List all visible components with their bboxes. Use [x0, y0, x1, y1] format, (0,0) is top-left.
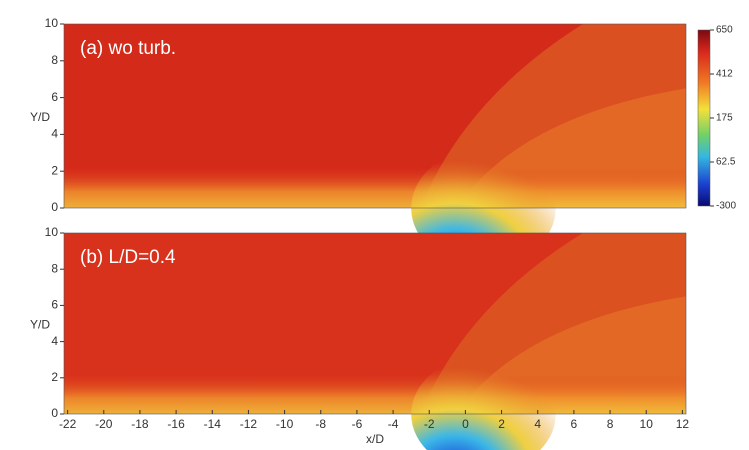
- x-tick-label: -22: [59, 417, 77, 431]
- colorbar-tick-label: -300: [716, 201, 736, 212]
- y-tick-label: 4: [51, 334, 58, 348]
- x-tick-label: 0: [462, 417, 469, 431]
- x-tick-label: -12: [240, 417, 258, 431]
- panel-annotation: (b) L/D=0.4: [80, 247, 176, 268]
- x-tick-label: -16: [167, 417, 185, 431]
- x-tick-label: 12: [676, 417, 690, 431]
- x-tick-label: -2: [424, 417, 435, 431]
- x-tick-label: -14: [204, 417, 222, 431]
- colorbar-tick-label: 175: [716, 113, 733, 124]
- colorbar-tick-label: 412: [716, 69, 733, 80]
- plot-frame: [63, 232, 687, 415]
- x-tick-label: 4: [534, 417, 541, 431]
- colorbar: [697, 29, 711, 207]
- y-tick-label: 0: [51, 406, 58, 420]
- colorbar-tick-label: 62.5: [716, 157, 736, 168]
- boundary-layer: [64, 167, 686, 208]
- y-tick-label: 4: [51, 127, 58, 141]
- y-tick-label: 10: [45, 16, 59, 30]
- y-tick-label: 2: [51, 163, 58, 177]
- x-tick-label: 8: [607, 417, 614, 431]
- x-tick-label: -20: [95, 417, 113, 431]
- x-tick-label: 2: [498, 417, 505, 431]
- y-axis-label: Y/D: [30, 110, 50, 124]
- y-tick-label: 6: [51, 298, 58, 312]
- x-tick-label: -10: [276, 417, 294, 431]
- y-tick-label: 8: [51, 261, 58, 275]
- x-tick-label: -4: [388, 417, 399, 431]
- panel-annotation: (a) wo turb.: [80, 38, 176, 59]
- wake: [411, 356, 556, 450]
- x-tick-label: 6: [571, 417, 578, 431]
- y-tick-label: 6: [51, 90, 58, 104]
- boundary-layer: [64, 374, 686, 414]
- y-tick-label: 10: [45, 225, 59, 239]
- y-axis-label: Y/D: [30, 318, 50, 332]
- x-tick-label: -18: [131, 417, 149, 431]
- plot-frame: [63, 23, 687, 209]
- y-tick-label: 0: [51, 200, 58, 214]
- colorbar-tick-label: 650: [716, 25, 733, 36]
- y-tick-label: 8: [51, 53, 58, 67]
- x-tick-label: -6: [352, 417, 363, 431]
- x-axis-label: x/D: [366, 432, 384, 446]
- x-tick-label: -8: [315, 417, 326, 431]
- x-tick-label: 10: [640, 417, 654, 431]
- y-tick-label: 2: [51, 370, 58, 384]
